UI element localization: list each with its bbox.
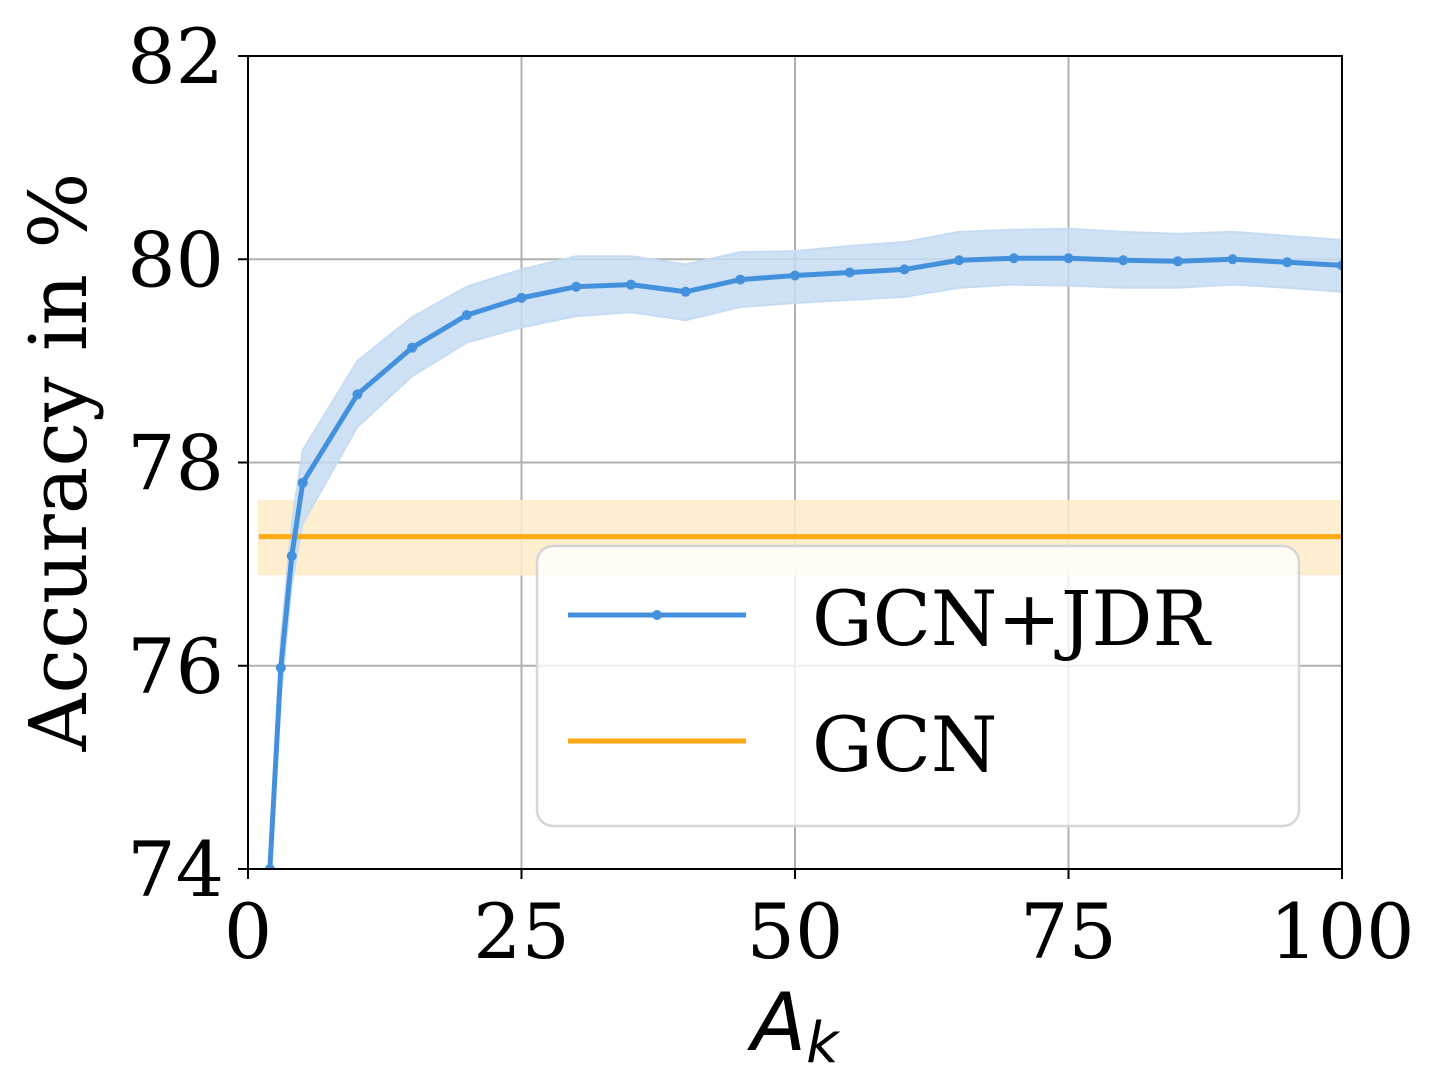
legend-label-gcn-jdr: GCN+JDR xyxy=(812,574,1212,663)
point-gcn-jdr xyxy=(275,662,286,673)
y-tick-label: 74 xyxy=(127,825,224,914)
point-gcn-jdr xyxy=(899,264,910,275)
x-tick-label: 100 xyxy=(1269,887,1414,976)
point-gcn-jdr xyxy=(286,550,297,561)
legend-label-gcn: GCN xyxy=(812,700,997,789)
point-gcn-jdr xyxy=(297,477,308,488)
point-gcn-jdr xyxy=(1282,257,1293,268)
point-gcn-jdr xyxy=(571,281,582,292)
band-gcn-jdr xyxy=(268,227,1342,869)
legend-marker-gcn-jdr xyxy=(652,610,662,620)
series-lines xyxy=(258,253,1342,869)
point-gcn-jdr xyxy=(1172,256,1183,267)
point-gcn-jdr xyxy=(1063,253,1074,264)
point-gcn-jdr xyxy=(516,292,527,303)
y-tick-label: 76 xyxy=(127,622,224,711)
point-gcn-jdr xyxy=(954,255,965,266)
point-gcn-jdr xyxy=(1227,254,1238,265)
x-tick-label: 25 xyxy=(473,887,570,976)
legend: GCN+JDR GCN xyxy=(535,544,1301,828)
x-axis-title: Ak xyxy=(746,976,841,1076)
x-tick-label: 75 xyxy=(1020,887,1117,976)
point-gcn-jdr xyxy=(1118,255,1129,266)
y-axis-title: Accuracy in % xyxy=(12,173,105,753)
point-gcn-jdr xyxy=(264,864,275,869)
x-axis-title-main: A xyxy=(746,976,806,1069)
point-gcn-jdr xyxy=(844,267,855,278)
point-gcn-jdr xyxy=(680,286,691,297)
point-gcn-jdr xyxy=(735,274,746,285)
x-tick-label: 50 xyxy=(747,887,844,976)
point-gcn-jdr xyxy=(1008,253,1019,264)
point-gcn-jdr xyxy=(790,270,800,281)
point-gcn-jdr xyxy=(352,389,363,400)
point-gcn-jdr xyxy=(625,279,636,290)
y-tick-label: 82 xyxy=(127,12,224,101)
x-tick-label: 0 xyxy=(224,887,272,976)
x-axis-title-subscript: k xyxy=(806,1011,841,1076)
y-axis-ticks: 74 76 78 80 82 xyxy=(127,12,248,914)
point-gcn-jdr xyxy=(407,342,418,353)
point-gcn-jdr xyxy=(1337,260,1342,271)
y-tick-label: 78 xyxy=(127,419,224,508)
point-gcn-jdr xyxy=(461,310,472,321)
x-axis-ticks: 0 25 50 75 100 xyxy=(224,869,1415,976)
y-tick-label: 80 xyxy=(127,215,224,304)
